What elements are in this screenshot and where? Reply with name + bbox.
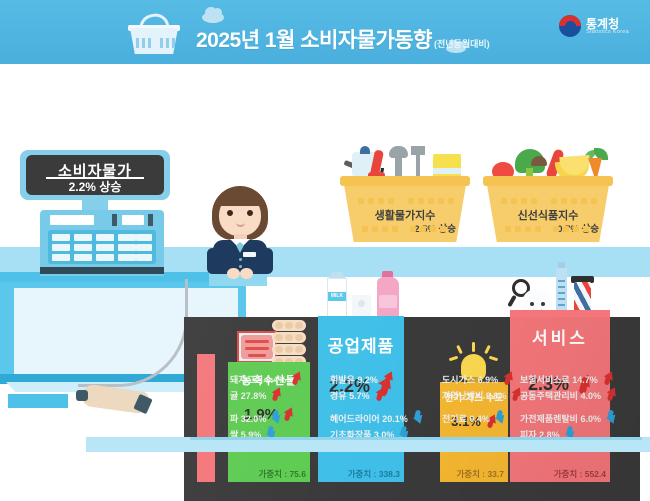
- ladle-icon: [395, 148, 402, 180]
- tooth-eye: [541, 302, 545, 306]
- cashier-illustration: [203, 186, 277, 279]
- light-bulb-icon: [461, 354, 486, 381]
- register-keypad: [48, 230, 156, 264]
- page-header: 2025년 1월 소비자물가동향 (전년동월대비) 통계청 Statistics…: [0, 0, 650, 64]
- basket-label: 생활물가지수: [374, 210, 436, 222]
- kettle-knob-icon: [360, 146, 370, 154]
- display-divider: [46, 177, 144, 179]
- cpi-headline-value: 2.2% 상승: [68, 180, 122, 194]
- item-list-agriculture: 돼지고기 8.4% 귤 27.8% 파 32.0% 쌀 5.9%: [230, 371, 316, 442]
- package-box-band: [433, 168, 461, 174]
- name-tag-icon: [243, 252, 256, 257]
- milk-label-band: [328, 292, 346, 301]
- egg-tray-icon: [272, 344, 306, 355]
- syringe-plunger: [558, 262, 565, 270]
- basket-label: 신선식품지수: [517, 210, 579, 222]
- item-list-industrial: 휘발유 9.2% 경유 5.7% 헤어드라이어 20.1% 기초화장품 3.0%: [330, 371, 440, 442]
- logo-label-ko: 통계청: [586, 17, 620, 31]
- toilet-paper-core: [358, 300, 365, 307]
- receipt-paper: [50, 215, 94, 225]
- egg-tray-icon: [272, 320, 306, 331]
- register-display-screen: [26, 155, 164, 195]
- tooth-eye: [530, 302, 534, 306]
- broccoli-stem: [526, 168, 533, 181]
- cloud-icon: [202, 7, 224, 23]
- bar-category-label: 전기·가스·수도: [440, 390, 508, 404]
- leaf-icon: [594, 148, 608, 160]
- package-box-icon: [433, 154, 461, 180]
- item-list-utilities: 도시가스 6.9% 지역난방비 9.8% 전기료 0.4%: [442, 371, 542, 426]
- bar-value-label: 3.1%: [440, 414, 508, 429]
- mushroom-icon: [531, 156, 547, 166]
- receipt-paper: [122, 215, 144, 225]
- light-bulb-base: [467, 377, 480, 384]
- infographic-stage: 소비자물가 2.2% 상승: [0, 64, 650, 501]
- panel-drop-shadow: [190, 437, 642, 440]
- register-slot: [112, 214, 117, 226]
- shopping-basket-icon: [126, 10, 182, 54]
- detergent-cap: [382, 271, 393, 280]
- basket-holes: [362, 226, 450, 232]
- magnifier-handle: [507, 294, 517, 308]
- basket-holes: [505, 226, 593, 232]
- meat-stripe: [245, 347, 269, 350]
- basket-holes: [501, 198, 597, 204]
- detergent-label: [379, 295, 397, 308]
- fork-icon: [416, 148, 420, 180]
- bar-category-label: 공업제품: [318, 332, 404, 357]
- cpi-headline-label: 소비자물가: [57, 163, 132, 180]
- meat-stripe: [248, 354, 266, 357]
- bar-category-label: 서비스: [510, 324, 610, 349]
- syringe-icon: [556, 268, 567, 320]
- scanner-connector: [76, 390, 88, 401]
- basket-holes: [358, 198, 454, 204]
- footer-white-block: [0, 437, 86, 452]
- taegeuk-icon: [559, 15, 581, 37]
- meat-stripe: [245, 340, 269, 343]
- statistics-korea-logo: 통계청 Statistics Korea: [559, 13, 643, 41]
- bar-category-label: 농축수산물: [228, 372, 310, 388]
- item-list-services: 보험서비스료 14.7% 공동주택관리비 4.0% 가전제품렌탈비 6.0% 피…: [520, 371, 644, 442]
- barber-pole-cap: [571, 276, 594, 283]
- bar-value-label: 2.3%: [510, 374, 610, 395]
- page-subtitle: (전년동월대비): [434, 39, 490, 49]
- page-title: 2025년 1월 소비자물가동향: [196, 29, 432, 52]
- egg-tray-icon: [272, 332, 306, 343]
- leaf-icon: [584, 150, 596, 160]
- counter-shadow: [6, 382, 242, 392]
- panel-gloss-overlay: [184, 317, 640, 501]
- footer-strip: [0, 437, 650, 452]
- register-base-bar: [40, 267, 164, 274]
- egg-tray-icon: [272, 356, 306, 367]
- magnifying-glass-icon: [512, 279, 530, 297]
- register-slot: [148, 214, 153, 226]
- header-background: [0, 0, 650, 64]
- basket-living-price-index: 생활물가지수 2.5% 상승: [340, 176, 470, 242]
- cloud-icon: [446, 40, 466, 53]
- milk-label-text: MILK: [330, 293, 344, 299]
- basket-fresh-food-index: 신선식품지수 0.7% 상승: [483, 176, 613, 242]
- register-neck: [82, 198, 108, 212]
- milk-carton-top: [327, 272, 347, 280]
- logo-label-en: Statistics Korea: [586, 29, 630, 35]
- bar-value-label: 2.2%: [318, 376, 404, 397]
